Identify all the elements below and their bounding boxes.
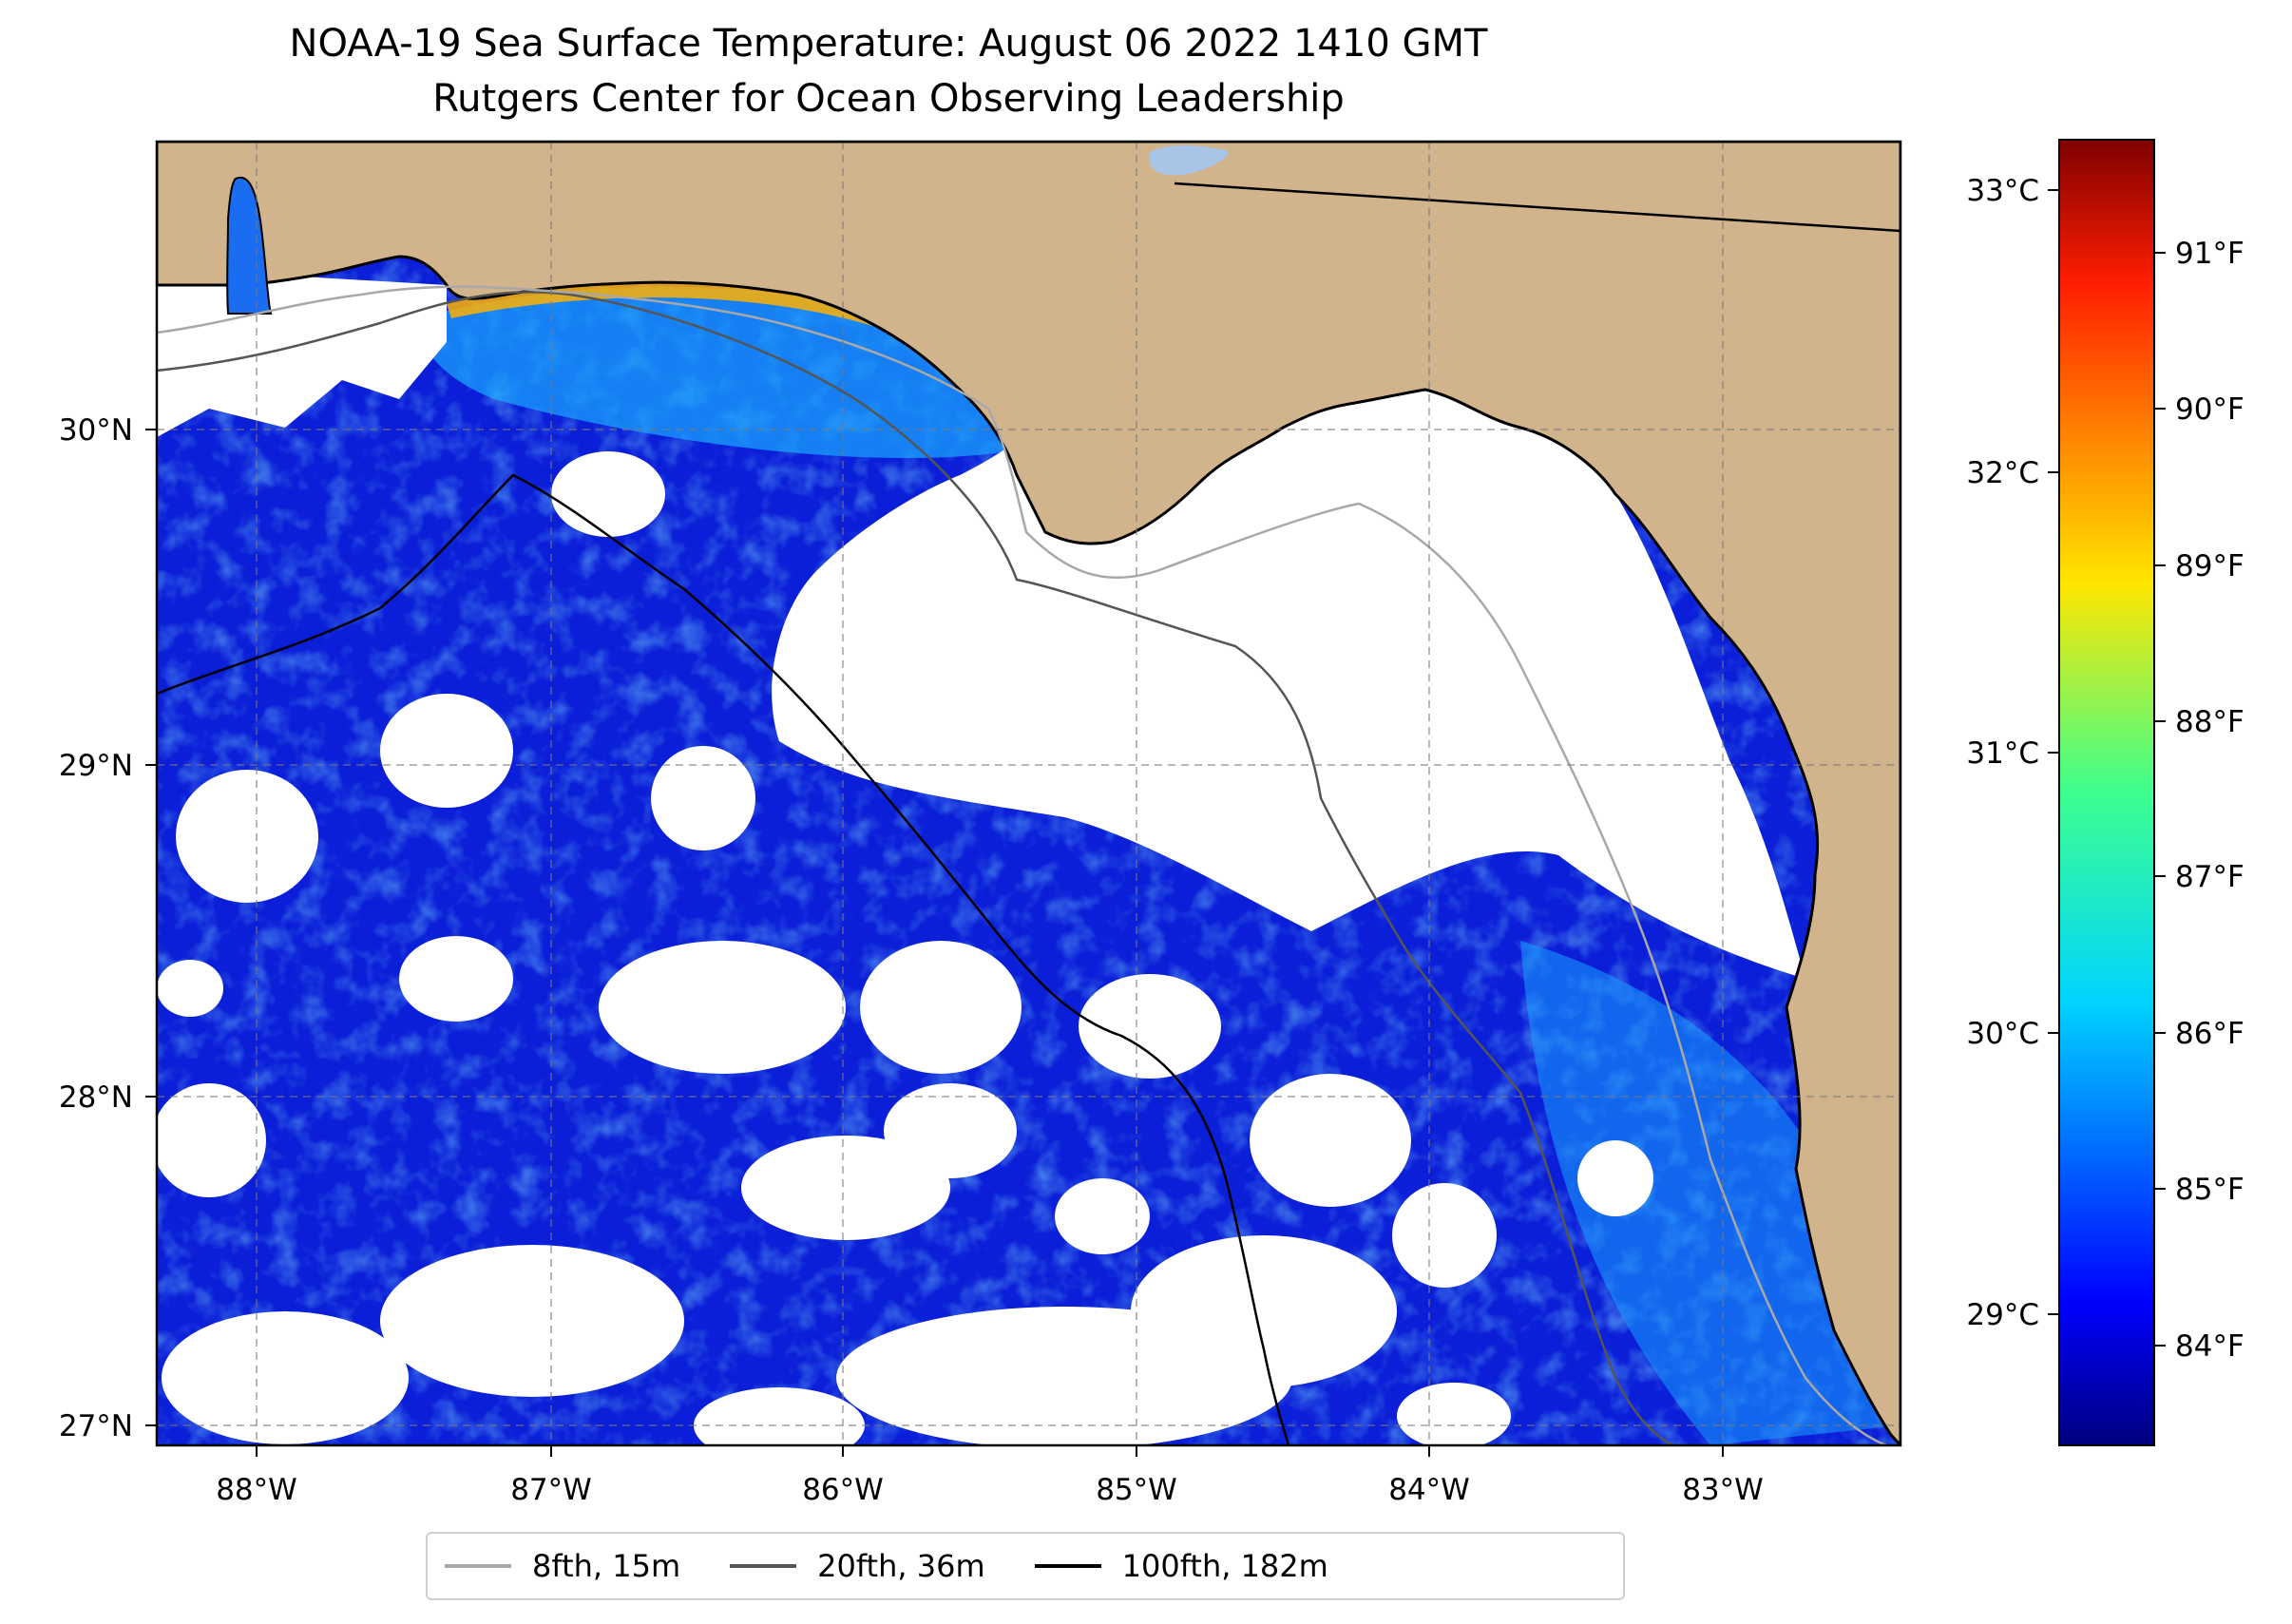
contour-8fth xyxy=(157,285,1887,1445)
lon-label: 84°W xyxy=(1388,1473,1470,1507)
state-boundary xyxy=(1174,182,1900,233)
fahrenheit-label: 84°F xyxy=(2175,1329,2244,1364)
legend-label: 8fth, 15m xyxy=(532,1548,681,1584)
legend-label: 20fth, 36m xyxy=(817,1548,985,1584)
fahrenheit-label: 88°F xyxy=(2175,705,2244,739)
celsius-label: 33°C xyxy=(1966,174,2039,208)
lat-label: 30°N xyxy=(59,413,133,448)
axis-ticks xyxy=(145,429,1724,1457)
fahrenheit-label: 91°F xyxy=(2175,237,2244,271)
land-mass xyxy=(157,142,1900,1445)
lat-label: 27°N xyxy=(59,1409,133,1443)
fahrenheit-label: 90°F xyxy=(2175,392,2244,427)
legend-item-20fth: 20fth, 36m xyxy=(730,1548,985,1584)
chart-subtitle: Rutgers Center for Ocean Observing Leade… xyxy=(432,77,1345,121)
lat-label: 29°N xyxy=(59,749,133,783)
map-area xyxy=(157,142,1900,1445)
celsius-label: 29°C xyxy=(1966,1298,2039,1332)
cloud-mask xyxy=(157,276,1805,1445)
fahrenheit-label: 86°F xyxy=(2175,1017,2244,1051)
legend-swatch xyxy=(730,1564,797,1568)
celsius-label: 30°C xyxy=(1966,1017,2039,1051)
lat-label: 28°N xyxy=(59,1080,133,1115)
gridlines xyxy=(157,142,1900,1445)
lon-label: 85°W xyxy=(1096,1473,1177,1507)
contour-100fth xyxy=(157,473,1290,1445)
fahrenheit-label: 89°F xyxy=(2175,549,2244,583)
legend-swatch xyxy=(445,1564,511,1568)
lon-label: 83°W xyxy=(1682,1473,1764,1507)
celsius-ticks xyxy=(2048,189,2059,1315)
lon-label: 86°W xyxy=(802,1473,884,1507)
legend-item-8fth: 8fth, 15m xyxy=(445,1548,680,1584)
legend-label: 100fth, 182m xyxy=(1121,1548,1328,1584)
lake xyxy=(1150,145,1229,176)
warm-band-west-florida xyxy=(1520,941,1900,1445)
fahrenheit-label: 85°F xyxy=(2175,1173,2244,1207)
lon-label: 88°W xyxy=(216,1473,297,1507)
chart-title: NOAA-19 Sea Surface Temperature: August … xyxy=(289,22,1488,66)
colorbar xyxy=(2058,139,2155,1446)
lon-label: 87°W xyxy=(510,1473,592,1507)
fahrenheit-label: 87°F xyxy=(2175,860,2244,894)
legend: 8fth, 15m 20fth, 36m 100fth, 182m xyxy=(426,1532,1625,1600)
celsius-label: 31°C xyxy=(1966,736,2039,771)
fahrenheit-ticks xyxy=(2154,252,2166,1347)
mobile-bay xyxy=(226,176,273,315)
legend-swatch xyxy=(1034,1564,1101,1568)
contour-20fth xyxy=(157,291,1673,1445)
map-frame xyxy=(155,140,1902,1447)
legend-item-100fth: 100fth, 182m xyxy=(1034,1548,1328,1584)
celsius-label: 32°C xyxy=(1966,456,2039,490)
